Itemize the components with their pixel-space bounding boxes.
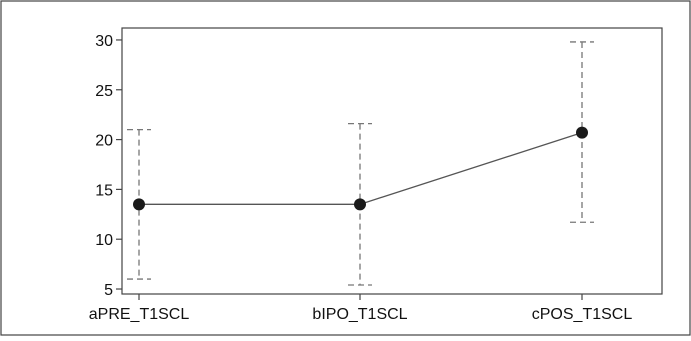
data-point bbox=[576, 126, 588, 139]
data-point bbox=[354, 198, 366, 211]
y-tick-label: 25 bbox=[95, 83, 113, 100]
y-tick-label: 30 bbox=[95, 33, 113, 50]
axes: 5 10 15 20 25 30 aPRE_T1SCL bIPO_T1SCL cPOS_T1SC… bbox=[89, 33, 633, 323]
plot-area bbox=[121, 27, 663, 295]
data-points bbox=[133, 126, 588, 211]
x-tick-label: cPOS_T1SCL bbox=[532, 306, 633, 323]
y-tick-label: 20 bbox=[95, 133, 113, 150]
x-tick-label: bIPO_T1SCL bbox=[312, 306, 407, 323]
y-tick-label: 10 bbox=[95, 232, 113, 249]
y-tick-label: 15 bbox=[95, 182, 113, 199]
data-point bbox=[133, 198, 145, 211]
x-tick-label: aPRE_T1SCL bbox=[89, 306, 190, 323]
y-tick-label: 5 bbox=[104, 282, 113, 299]
